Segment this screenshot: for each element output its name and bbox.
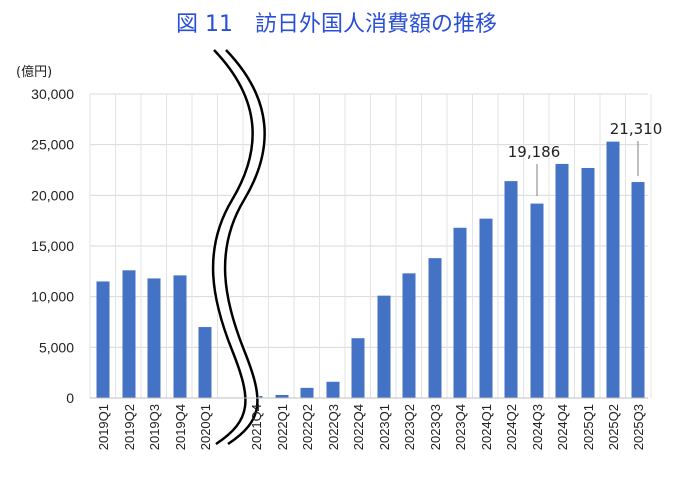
- bar-2022Q1: [275, 394, 289, 398]
- bar-2019Q1: [96, 281, 110, 398]
- chart-title: 図 11 訪日外国人消費額の推移: [176, 12, 497, 37]
- bar-2023Q3: [428, 258, 442, 398]
- bar-2024Q4: [555, 163, 569, 398]
- x-tick-label: 2023Q1: [377, 404, 392, 450]
- bar-2024Q3: [530, 203, 544, 398]
- x-tick-label: 2019Q4: [173, 404, 188, 450]
- x-tick-label: 2025Q1: [581, 404, 596, 450]
- x-tick-label: 2021Q4: [249, 404, 264, 450]
- x-tick-label: 2023Q2: [402, 404, 417, 450]
- labels: 0 5,000 10,000 15,000 20,000 25,000 30,000 2019…: [16, 64, 662, 450]
- x-tick-label: 2020Q1: [198, 404, 213, 450]
- x-tick-label: 2022Q4: [351, 404, 366, 450]
- bar-2025Q1: [581, 167, 595, 398]
- bar-2019Q3: [147, 278, 161, 398]
- bar-2019Q2: [122, 270, 136, 398]
- y-axis-unit: (億円): [16, 64, 52, 80]
- y-tick-label: 15,000: [31, 238, 74, 254]
- bar-2022Q3: [326, 381, 340, 398]
- y-tick-label: 0: [66, 390, 74, 406]
- data-label-2025Q3: 21,310: [610, 120, 663, 138]
- bar-2025Q3: [631, 182, 645, 398]
- y-tick-label: 20,000: [31, 187, 74, 203]
- y-tick-label: 10,000: [31, 289, 74, 305]
- bar-2019Q4: [173, 275, 187, 398]
- x-tick-label: 2024Q4: [555, 404, 570, 450]
- bar-2025Q2: [606, 141, 620, 399]
- bar-2024Q1: [479, 218, 493, 398]
- bar-2023Q2: [402, 273, 416, 398]
- x-tick-label: 2022Q2: [300, 404, 315, 450]
- x-tick-label: 2019Q3: [147, 404, 162, 450]
- break-line-left: [211, 49, 254, 446]
- y-tick-label: 25,000: [31, 137, 74, 153]
- bars: [96, 141, 645, 399]
- y-tick-label: 30,000: [31, 86, 74, 102]
- bar-2022Q4: [351, 338, 365, 398]
- bar-2024Q2: [504, 181, 518, 398]
- x-tick-label: 2019Q1: [96, 404, 111, 450]
- bar-2022Q2: [300, 387, 314, 398]
- x-tick-label: 2024Q2: [504, 404, 519, 450]
- data-label-2024Q3: 19,186: [508, 143, 561, 161]
- axis-break: [211, 44, 267, 451]
- x-tick-label: 2025Q3: [631, 404, 646, 450]
- break-line-right: [223, 49, 266, 446]
- bar-2020Q1: [198, 327, 212, 398]
- bar-2023Q4: [453, 227, 467, 398]
- x-tick-label: 2022Q3: [326, 404, 341, 450]
- x-tick-label: 2024Q1: [479, 404, 494, 450]
- x-tick-label: 2023Q4: [453, 404, 468, 450]
- x-tick-label: 2025Q2: [606, 404, 621, 450]
- y-tick-label: 5,000: [39, 339, 74, 355]
- bar-2023Q1: [377, 295, 391, 398]
- x-tick-label: 2019Q2: [122, 404, 137, 450]
- x-tick-label: 2023Q3: [428, 404, 443, 450]
- break-band: [211, 44, 267, 451]
- x-tick-label: 2022Q1: [275, 404, 290, 450]
- x-tick-label: 2024Q3: [530, 404, 545, 450]
